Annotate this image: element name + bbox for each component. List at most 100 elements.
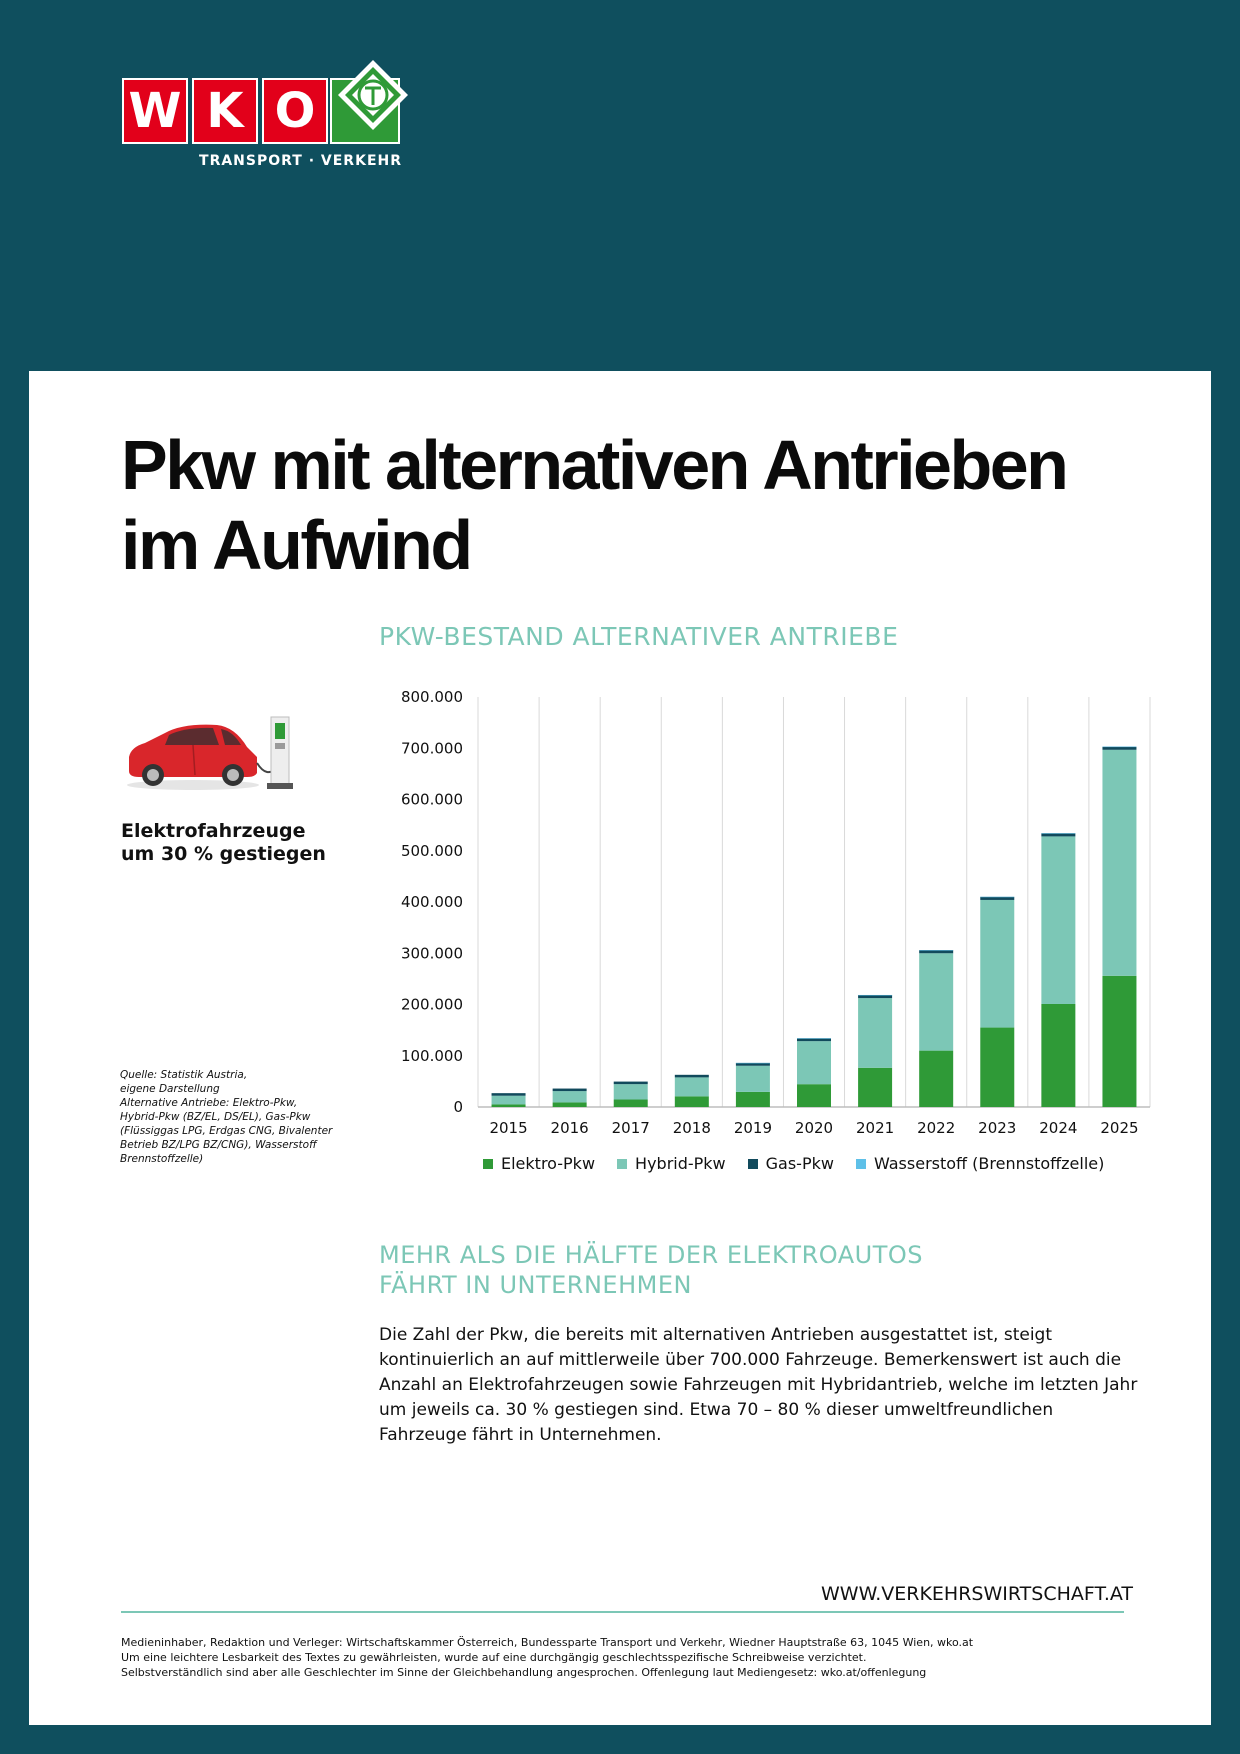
legend-label: Wasserstoff (Brennstoffzelle) <box>873 1154 1105 1173</box>
bar-segment <box>552 1091 587 1103</box>
transport-emblem-icon <box>338 60 408 130</box>
bar-segment <box>1041 833 1076 834</box>
body-paragraph: Die Zahl der Pkw, die bereits mit altern… <box>379 1325 1138 1445</box>
bar-segment <box>919 953 954 1051</box>
content-panel: Pkw mit alternativen Antrieben im Aufwin… <box>29 371 1211 1725</box>
source-line: Betrieb BZ/LPG BZ/CNG), Wasserstoff <box>120 1139 317 1151</box>
bar-segment <box>613 1084 648 1100</box>
legend-item: Elektro-Pkw <box>483 1154 595 1173</box>
website-link[interactable]: WWW.VERKEHRSWIRTSCHAFT.AT <box>821 1583 1133 1605</box>
x-tick-label: 2023 <box>978 1119 1016 1137</box>
legend-swatch <box>617 1158 628 1169</box>
wko-logo: W K O TRANSPORT · VERKEHR <box>122 58 422 173</box>
legend-swatch <box>855 1158 866 1169</box>
bar-segment <box>491 1093 526 1096</box>
bar-segment <box>735 1091 770 1107</box>
bar-segment <box>919 950 954 951</box>
y-tick-label: 400.000 <box>401 893 463 911</box>
bar-segment <box>980 1027 1015 1107</box>
bar-segment <box>1102 746 1137 748</box>
bar-segment <box>552 1102 587 1107</box>
chart-legend: Elektro-Pkw Hybrid-Pkw Gas-Pkw Wasserstoff … <box>483 1154 1104 1173</box>
x-tick-label: 2015 <box>489 1119 527 1137</box>
y-tick-label: 800.000 <box>401 688 463 706</box>
bar-segment <box>613 1081 648 1085</box>
bar-segment <box>735 1062 770 1066</box>
bar-segment <box>1041 836 1076 1004</box>
bar-segment <box>919 950 954 954</box>
bar-segment <box>858 994 893 996</box>
bar-segment <box>1041 833 1076 837</box>
y-tick-label: 200.000 <box>401 996 463 1014</box>
y-tick-label: 600.000 <box>401 791 463 809</box>
bar-segment <box>858 995 893 999</box>
legend-label: Elektro-Pkw <box>501 1154 596 1173</box>
source-line: (Flüssiggas LPG, Erdgas CNG, Bivalenter <box>120 1125 333 1137</box>
legend-swatch <box>747 1158 758 1169</box>
bar-segment <box>491 1104 526 1107</box>
section-title-line: FÄHRT IN UNTERNEHMEN <box>379 1271 692 1299</box>
logo-letters: W K O <box>122 78 332 144</box>
logo-letter-o: O <box>262 78 328 144</box>
section-title: MEHR ALS DIE HÄLFTE DER ELEKTROAUTOS FÄH… <box>379 1240 1019 1300</box>
bar-segment <box>491 1095 526 1105</box>
y-tick-label: 500.000 <box>401 842 463 860</box>
chart-title: PKW-BESTAND ALTERNATIVER ANTRIEBE <box>379 622 899 651</box>
legend-label: Gas-Pkw <box>765 1154 834 1173</box>
legend-item: Gas-Pkw <box>747 1154 834 1173</box>
bar-segment <box>613 1099 648 1107</box>
bar-segment <box>552 1088 587 1092</box>
x-tick-label: 2019 <box>734 1119 772 1137</box>
bar-segment <box>980 896 1015 900</box>
bar-segment <box>735 1062 770 1064</box>
section-title-line: MEHR ALS DIE HÄLFTE DER ELEKTROAUTOS <box>379 1241 923 1269</box>
footer-divider <box>121 1611 1124 1613</box>
y-tick-label: 300.000 <box>401 944 463 962</box>
y-tick-label: 700.000 <box>401 739 463 757</box>
bar-segment <box>735 1065 770 1092</box>
x-tick-label: 2021 <box>856 1119 894 1137</box>
bar-segment <box>1102 975 1137 1107</box>
x-tick-label: 2022 <box>917 1119 955 1137</box>
bar-segment <box>797 1038 831 1042</box>
page-headline: Pkw mit alternativen Antrieben im Aufwin… <box>121 426 1069 584</box>
x-tick-label: 2025 <box>1100 1119 1138 1137</box>
bar-segment <box>797 1084 831 1107</box>
y-tick-label: 0 <box>453 1098 463 1116</box>
x-tick-label: 2018 <box>673 1119 711 1137</box>
bar-segment <box>674 1077 709 1097</box>
bar-segment <box>858 1067 893 1107</box>
logo-tagline: TRANSPORT · VERKEHR <box>199 153 402 169</box>
legend-item: Hybrid-Pkw <box>617 1154 726 1173</box>
bar-segment <box>1102 746 1137 750</box>
source-note: Quelle: Statistik Austria, eigene Darste… <box>120 1068 350 1166</box>
logo-letter-w: W <box>122 78 188 144</box>
x-tick-label: 2017 <box>612 1119 650 1137</box>
bar-segment <box>1041 1003 1076 1107</box>
source-line: Quelle: Statistik Austria, <box>120 1069 248 1081</box>
bar-segment <box>797 1038 831 1039</box>
x-tick-label: 2024 <box>1039 1119 1077 1137</box>
bar-segment <box>674 1096 709 1107</box>
bar-segment <box>1102 749 1137 976</box>
x-tick-label: 2020 <box>795 1119 833 1137</box>
imprint-line: Selbstverständlich sind aber alle Geschl… <box>121 1666 927 1679</box>
y-tick-label: 100.000 <box>401 1047 463 1065</box>
stacked-bar-chart: 800.000 700.000 600.000 500.000 400.000 300.0… <box>401 688 1151 1137</box>
legend-label: Hybrid-Pkw <box>635 1154 726 1173</box>
bar-segment <box>919 1050 954 1107</box>
logo-letter-k: K <box>192 78 258 144</box>
source-line: Hybrid-Pkw (BZ/EL, DS/EL), Gas-Pkw <box>120 1111 311 1123</box>
source-line: Brennstoffzelle) <box>120 1153 204 1165</box>
imprint-line: Medieninhaber, Redaktion und Verleger: W… <box>121 1636 974 1649</box>
bar-segment <box>797 1041 831 1085</box>
electric-car-icon <box>127 716 293 790</box>
source-line: Alternative Antriebe: Elektro-Pkw, <box>120 1097 298 1109</box>
bar-segment <box>980 899 1015 1028</box>
imprint-line: Um eine leichtere Lesbarkeit des Textes … <box>121 1651 867 1664</box>
bar-segment <box>674 1074 709 1078</box>
legend-item: Wasserstoff (Brennstoffzelle) <box>855 1154 1105 1173</box>
imprint: Medieninhaber, Redaktion und Verleger: W… <box>121 1635 1121 1680</box>
source-line: eigene Darstellung <box>120 1083 220 1095</box>
bar-segment <box>858 998 893 1068</box>
